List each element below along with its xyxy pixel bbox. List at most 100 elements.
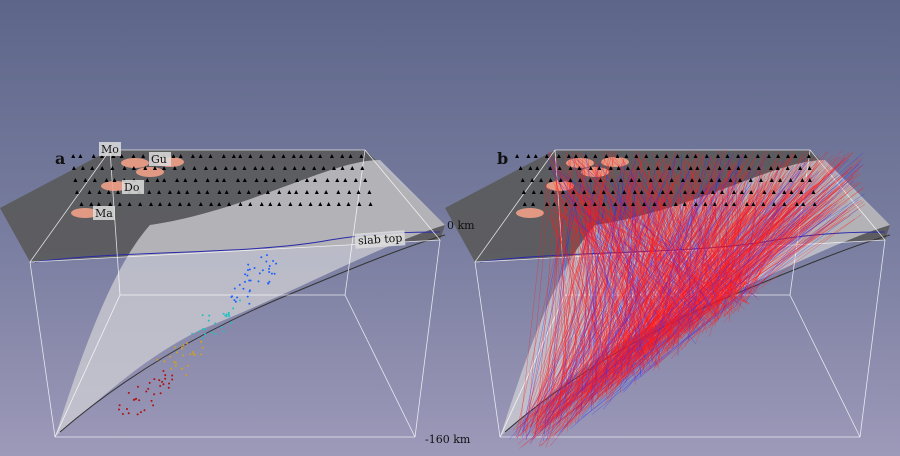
station-icon bbox=[73, 178, 78, 182]
station-icon bbox=[193, 178, 198, 182]
ray-path bbox=[688, 199, 716, 317]
station-icon bbox=[356, 190, 361, 194]
station-icon bbox=[778, 178, 783, 182]
station-icon bbox=[634, 154, 639, 158]
earthquake-point bbox=[214, 322, 217, 325]
station-icon bbox=[693, 154, 698, 158]
ray-path bbox=[639, 165, 721, 297]
earthquake-point bbox=[153, 393, 156, 396]
station-icon bbox=[691, 190, 696, 194]
earthquake-point bbox=[180, 367, 183, 370]
station-icon bbox=[178, 154, 183, 158]
station-icon bbox=[658, 178, 663, 182]
ray-path bbox=[672, 182, 710, 313]
earthquake-point bbox=[136, 413, 139, 416]
ray-path bbox=[697, 181, 735, 318]
station-icon bbox=[87, 190, 92, 194]
volcano-label-ma: Ma bbox=[93, 206, 115, 220]
station-icon bbox=[347, 190, 352, 194]
station-icon bbox=[798, 166, 803, 170]
station-icon bbox=[615, 154, 620, 158]
station-icon bbox=[812, 202, 817, 206]
station-icon bbox=[209, 202, 214, 206]
earthquake-point bbox=[247, 263, 250, 266]
station-icon bbox=[312, 166, 317, 170]
station-icon bbox=[80, 166, 85, 170]
earthquake-point bbox=[163, 360, 166, 363]
svg-text:Do: Do bbox=[124, 181, 140, 194]
station-icon bbox=[318, 202, 323, 206]
station-icon bbox=[625, 166, 630, 170]
earthquake-point bbox=[173, 346, 176, 349]
ray-path bbox=[592, 165, 733, 399]
ray-path bbox=[551, 174, 606, 412]
earthquake-point bbox=[189, 353, 192, 356]
station-icon bbox=[789, 190, 794, 194]
station-icon bbox=[314, 190, 319, 194]
ray-path bbox=[672, 204, 866, 334]
station-icon bbox=[97, 190, 102, 194]
earthquake-point bbox=[138, 399, 141, 402]
station-icon bbox=[115, 190, 120, 194]
ray-path bbox=[659, 197, 669, 332]
station-icon bbox=[688, 166, 693, 170]
station-icon bbox=[725, 154, 730, 158]
station-icon bbox=[520, 178, 525, 182]
station-icon bbox=[155, 178, 160, 182]
box-edge bbox=[789, 294, 861, 438]
station-icon bbox=[544, 154, 549, 158]
station-icon bbox=[71, 154, 76, 158]
earthquake-point bbox=[182, 354, 185, 357]
station-icon bbox=[768, 166, 773, 170]
earthquake-point bbox=[170, 368, 173, 371]
earthquake-point bbox=[275, 262, 278, 265]
earthquake-point bbox=[201, 336, 204, 339]
station-icon bbox=[248, 202, 253, 206]
ray-path bbox=[571, 189, 610, 390]
station-icon bbox=[598, 178, 603, 182]
station-icon bbox=[564, 202, 569, 206]
station-icon bbox=[758, 178, 763, 182]
station-icon bbox=[203, 166, 208, 170]
station-icon bbox=[325, 178, 330, 182]
earthquake-point bbox=[135, 397, 138, 400]
station-icon bbox=[305, 178, 310, 182]
earthquake-point bbox=[164, 374, 167, 377]
earthquake-point bbox=[248, 279, 251, 282]
station-icon bbox=[238, 202, 243, 206]
ray-path bbox=[625, 160, 691, 366]
station-icon bbox=[695, 166, 700, 170]
station-icon bbox=[642, 202, 647, 206]
ray-path bbox=[531, 188, 671, 441]
station-icon bbox=[662, 202, 667, 206]
station-icon bbox=[104, 178, 109, 182]
box-edge bbox=[474, 261, 501, 438]
station-icon bbox=[592, 190, 597, 194]
earthquake-point bbox=[182, 344, 185, 347]
ray-path bbox=[597, 179, 648, 356]
ray-path bbox=[549, 204, 713, 435]
ray-path bbox=[558, 193, 580, 419]
station-icon bbox=[568, 166, 573, 170]
station-icon bbox=[558, 178, 563, 182]
ray-path bbox=[565, 172, 694, 325]
station-icon bbox=[648, 178, 653, 182]
station-icon bbox=[222, 178, 227, 182]
station-icon bbox=[676, 166, 681, 170]
earthquake-point bbox=[242, 287, 245, 290]
ray-path bbox=[609, 206, 699, 402]
panel-b bbox=[445, 149, 891, 449]
station-icon bbox=[346, 202, 351, 206]
earthquake-point bbox=[185, 374, 188, 377]
station-icon bbox=[720, 190, 725, 194]
station-icon bbox=[287, 190, 292, 194]
ray-path bbox=[600, 201, 788, 379]
ray-path bbox=[546, 182, 854, 432]
station-icon bbox=[556, 154, 561, 158]
station-icon bbox=[771, 202, 776, 206]
station-icon bbox=[157, 190, 162, 194]
earthquake-point bbox=[158, 379, 161, 382]
station-icon bbox=[176, 190, 181, 194]
box-edge bbox=[809, 149, 886, 241]
station-icon bbox=[680, 178, 685, 182]
